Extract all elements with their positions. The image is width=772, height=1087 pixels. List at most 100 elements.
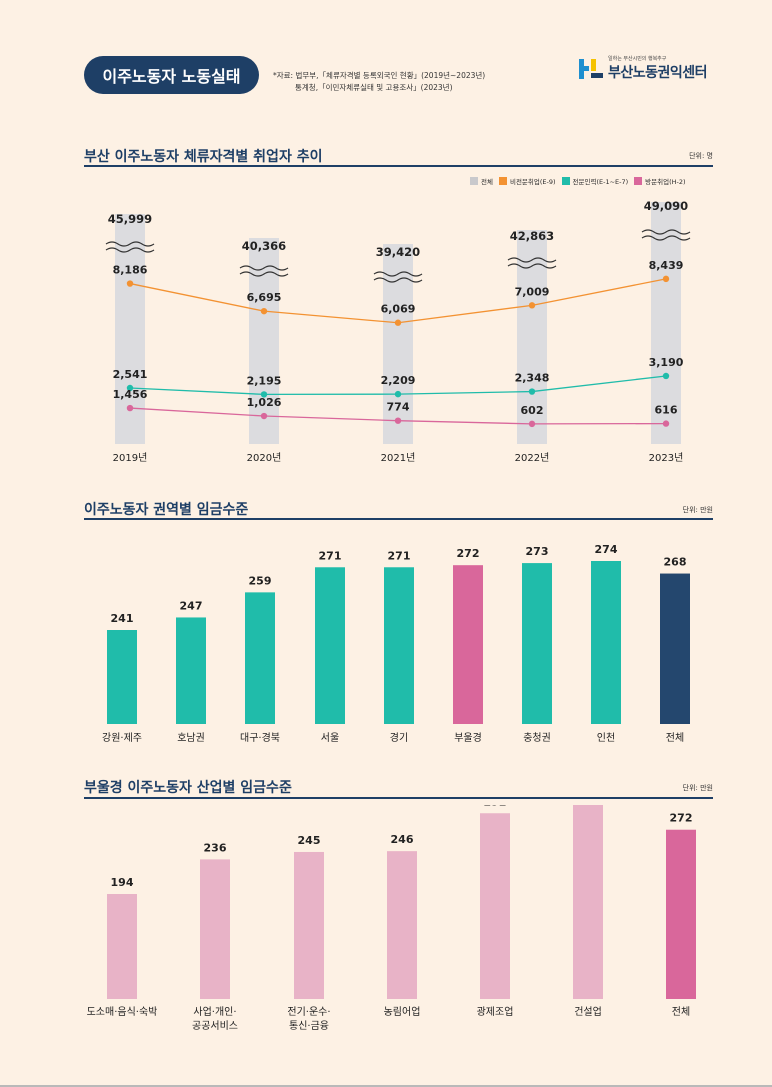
total-bar-4 — [651, 202, 681, 444]
x-tick-label-2: 대구·경북 — [240, 731, 280, 744]
legend-label-e1e7: 전문인력(E-1~E-7) — [572, 178, 629, 186]
series-0-point-4 — [662, 275, 670, 283]
series-2-label-0: 1,456 — [113, 388, 148, 401]
legend-label-e9: 비전문취업(E-9) — [509, 178, 556, 186]
x-tick-label-6: 충청권 — [523, 732, 551, 744]
series-0-point-3 — [528, 302, 536, 309]
section-1-rule — [84, 165, 713, 167]
axis-break-mark-2-1 — [373, 277, 423, 283]
bar-value-label-7: 274 — [595, 543, 618, 556]
section-3-rule — [84, 797, 713, 799]
series-0-label-1: 6,695 — [247, 291, 282, 304]
section-3-title: 부울경 이주노동자 산업별 임금수준 — [84, 780, 292, 796]
legend-label-total: 전체 — [481, 178, 493, 186]
chart-1-legend: 전체 비전문취업(E-9) 전문인력(E-1~E-7) 방문취업(H-2) — [470, 176, 686, 186]
series-0-label-0: 8,186 — [113, 264, 148, 277]
chart-3-industry-wage: 194 도소매·음식·숙박 236 사업·개인· 공공서비스 245 전기·운수· 통신·금융… — [87, 805, 696, 1032]
page-title: 이주노동자 노동실태 — [84, 56, 259, 94]
bar-value-label-4: 292 — [484, 805, 507, 808]
bar-2 — [294, 851, 324, 999]
bar-7 — [591, 561, 621, 724]
x-tick-label-4: 광제조업 — [477, 1005, 514, 1018]
bar-6 — [666, 829, 696, 999]
axis-break-mark-3-0 — [507, 257, 557, 263]
bar-3 — [387, 851, 417, 999]
x-tick-label-1: 호남권 — [177, 732, 205, 744]
bar-value-label-0: 241 — [111, 612, 134, 625]
series-0-label-3: 7,009 — [515, 285, 550, 298]
x-tick-label-2: 2021년 — [381, 452, 416, 464]
axis-break-mark-4-0 — [641, 229, 691, 235]
section-2-unit: 단위: 만원 — [682, 506, 713, 514]
x-tick-label-3: 농림어업 — [384, 1005, 421, 1018]
series-2-point-0 — [126, 404, 134, 412]
bar-value-label-6: 273 — [526, 545, 549, 558]
page-bottom-rule — [0, 1085, 772, 1087]
bar-value-label-5: 272 — [457, 547, 480, 560]
logo-name: 부산노동권익센터 — [608, 65, 708, 81]
bar-value-label-1: 247 — [180, 599, 203, 612]
section-1-unit: 단위: 명 — [689, 152, 713, 160]
section-3-unit: 단위: 만원 — [682, 784, 713, 792]
x-tick-label-4: 경기 — [390, 731, 408, 744]
total-label-3: 42,863 — [510, 229, 554, 243]
series-0-point-0 — [126, 280, 134, 287]
x-tick-label-2-1: 통신·금융 — [289, 1020, 329, 1032]
series-0-point-1 — [260, 307, 268, 315]
chart-2-regional-wage: 241 강원·제주 247 호남권 259 대구·경북 271 서울 271 경기 272 부울경 27… — [102, 543, 690, 744]
x-tick-label-5: 부울경 — [454, 731, 482, 744]
bar-0 — [107, 630, 137, 724]
x-tick-label-8: 전체 — [666, 732, 684, 744]
chart-1-employment-trend: 45,999 2019년 40,366 2020년 39,420 2021년 42,863 2… — [105, 199, 691, 464]
axis-break-mark-0-0 — [105, 241, 155, 247]
legend-swatch-h2 — [634, 177, 643, 185]
source-note: *자료: 법무부,「체류자격별 등록외국인 현황」(2019년~2023년) 통… — [273, 70, 485, 94]
series-0-label-4: 8,439 — [649, 259, 684, 272]
x-tick-label-0: 강원·제주 — [102, 732, 142, 744]
legend-swatch-e9 — [498, 177, 507, 185]
bar-value-label-0: 194 — [111, 876, 134, 889]
bar-2 — [245, 592, 275, 724]
axis-break-mark-2-0 — [373, 271, 423, 277]
axis-break-mark-1-1 — [239, 271, 289, 277]
series-1-label-2: 2,209 — [381, 374, 416, 387]
bar-value-label-4: 271 — [388, 549, 411, 562]
legend-label-h2: 방문취업(H-2) — [645, 178, 686, 186]
axis-break-mark-0-1 — [105, 247, 155, 253]
legend-item-e9: 비전문취업(E-9) — [498, 176, 556, 186]
bar-5 — [453, 565, 483, 724]
bar-value-label-6: 272 — [670, 812, 693, 825]
section-1-title: 부산 이주노동자 체류자격별 취업자 추이 — [84, 149, 323, 165]
series-2-point-2 — [394, 417, 402, 424]
legend-swatch-e1e7 — [561, 177, 570, 185]
bar-value-label-3: 271 — [319, 549, 342, 562]
bar-6 — [522, 563, 552, 724]
series-0-label-2: 6,069 — [381, 303, 416, 316]
series-0-point-2 — [394, 319, 402, 326]
logo-tagline: 일하는 부산시민의 행복추구 — [608, 56, 667, 62]
bar-value-label-8: 268 — [664, 556, 687, 569]
bar-4 — [384, 567, 414, 724]
total-label-4: 49,090 — [644, 199, 688, 213]
series-1-point-4 — [662, 372, 670, 380]
axis-break-mark-1-0 — [239, 265, 289, 271]
series-2-label-3: 602 — [521, 404, 544, 417]
x-tick-label-1: 2020년 — [247, 452, 282, 464]
series-2-label-4: 616 — [655, 404, 678, 417]
series-1-label-3: 2,348 — [515, 372, 550, 385]
x-tick-label-1-1: 공공서비스 — [192, 1020, 238, 1032]
source-line-1: *자료: 법무부,「체류자격별 등록외국인 현황」(2019년~2023년) — [273, 71, 486, 80]
bar-8 — [660, 573, 690, 724]
series-1-point-2 — [394, 390, 402, 398]
x-tick-label-3: 2022년 — [515, 452, 550, 464]
series-2-point-3 — [528, 420, 536, 428]
total-label-1: 40,366 — [242, 239, 286, 253]
series-2-point-4 — [662, 420, 670, 427]
x-tick-label-6: 전체 — [672, 1006, 690, 1018]
x-tick-label-0: 도소매·음식·숙박 — [87, 1006, 158, 1018]
axis-break-mark-4-1 — [641, 235, 691, 241]
legend-swatch-total — [470, 177, 478, 185]
source-line-2: 통계청,「이민자체류실태 및 고용조사」(2023년) — [295, 83, 453, 92]
total-bar-2 — [383, 244, 413, 444]
bar-value-label-1: 236 — [204, 841, 227, 854]
